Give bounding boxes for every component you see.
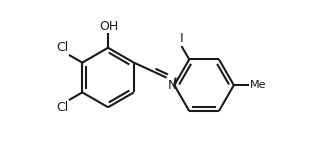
Text: Cl: Cl — [56, 101, 68, 114]
Text: Me: Me — [250, 80, 266, 90]
Text: OH: OH — [100, 20, 119, 33]
Text: Cl: Cl — [56, 41, 68, 54]
Text: N: N — [167, 79, 177, 92]
Text: I: I — [180, 32, 184, 45]
